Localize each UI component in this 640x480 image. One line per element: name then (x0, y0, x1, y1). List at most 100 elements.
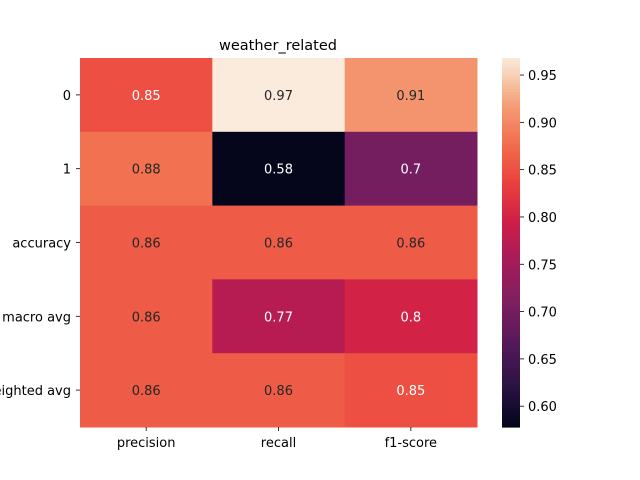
colorbar-segment (502, 365, 520, 370)
colorbar-segment (502, 313, 520, 317)
colorbar-segment (502, 300, 520, 305)
colorbar-tick-label: 0.65 (528, 353, 557, 368)
colorbar-segment (502, 267, 520, 271)
colorbar-segment (502, 147, 520, 151)
x-tick-label: f1-score (385, 436, 437, 451)
colorbar-segment (502, 159, 520, 164)
heatmap-cell (212, 58, 346, 133)
colorbar-segment (502, 205, 520, 210)
colorbar-segment (502, 208, 520, 213)
colorbar-segment (502, 196, 520, 201)
y-tick-label: 1 (63, 163, 71, 178)
heatmap-cell (212, 131, 346, 207)
colorbar-segment (502, 242, 520, 247)
colorbar-segment (502, 304, 520, 308)
colorbar-segment (502, 307, 520, 311)
cell-annotation: 0.86 (264, 384, 293, 399)
colorbar-segment (502, 174, 520, 179)
colorbar-segment (502, 343, 520, 348)
cell-annotation: 0.8 (400, 310, 421, 325)
colorbar-segment (502, 199, 520, 204)
colorbar-segment (502, 276, 520, 280)
colorbar-segment (502, 279, 520, 284)
y-tick-label: accuracy (12, 237, 71, 252)
colorbar-segment (502, 356, 520, 360)
colorbar-segment (502, 128, 520, 133)
cell-annotation: 0.86 (132, 310, 161, 325)
colorbar-segment (502, 187, 520, 191)
colorbar-segment (502, 368, 520, 373)
cell-annotation: 0.97 (264, 89, 293, 104)
heatmap-cell (344, 353, 478, 428)
colorbar-segment (502, 264, 520, 268)
colorbar-segment (502, 371, 520, 376)
colorbar-segment (502, 420, 520, 425)
colorbar-segment (502, 181, 520, 185)
colorbar-segment (502, 236, 520, 241)
colorbar-segment (502, 177, 520, 182)
colorbar-segment (502, 393, 520, 397)
colorbar-segment (502, 414, 520, 419)
colorbar-segment (502, 58, 520, 62)
colorbar-segment (502, 156, 520, 161)
cell-annotation: 0.86 (396, 237, 425, 252)
colorbar-segment (502, 217, 520, 222)
cell-annotation: 0.86 (132, 237, 161, 252)
colorbar-segment (502, 73, 520, 78)
colorbar-segment (502, 214, 520, 219)
colorbar-segment (502, 184, 520, 188)
colorbar-segment (502, 193, 520, 197)
colorbar-tick-label: 0.75 (528, 258, 557, 273)
colorbar-segment (502, 61, 520, 65)
colorbar-segment (502, 405, 520, 410)
heatmap-cell (80, 131, 213, 207)
colorbar-segment (502, 64, 520, 68)
colorbar-segment (502, 224, 520, 228)
heatmap-cell (80, 58, 213, 133)
colorbar-segment (502, 190, 520, 194)
colorbar-segment (502, 417, 520, 422)
colorbar-segment (502, 270, 520, 274)
colorbar-segment (502, 316, 520, 320)
colorbar-segment (502, 82, 520, 87)
colorbar-segment (502, 227, 520, 231)
cell-annotation: 0.86 (264, 237, 293, 252)
colorbar-segment (502, 79, 520, 84)
colorbar-segment (502, 294, 520, 299)
heatmap-cell (212, 279, 346, 354)
colorbar-tick-label: 0.80 (528, 211, 557, 226)
heatmap-cell (344, 131, 478, 207)
colorbar-segment (502, 165, 520, 170)
colorbar-segment (502, 260, 520, 265)
cell-annotation: 0.58 (264, 163, 293, 178)
colorbar-tick-label: 0.60 (528, 400, 557, 415)
colorbar-segment (502, 168, 520, 173)
colorbar-tick-label: 0.70 (528, 306, 557, 321)
colorbar-segment (502, 131, 520, 136)
colorbar-segment (502, 362, 520, 367)
colorbar-segment (502, 211, 520, 216)
colorbar-segment (502, 331, 520, 336)
colorbar-segment (502, 141, 520, 145)
colorbar-segment (502, 233, 520, 237)
colorbar-segment (502, 76, 520, 81)
cell-annotation: 0.85 (132, 89, 161, 104)
colorbar-segment (502, 273, 520, 277)
colorbar-segment (502, 248, 520, 253)
colorbar-segment (502, 67, 520, 71)
colorbar-segment (502, 88, 520, 93)
colorbar-segment (502, 101, 520, 105)
colorbar-segment (502, 402, 520, 407)
colorbar-segment (502, 347, 520, 351)
y-tick-label: macro avg (2, 310, 71, 325)
heatmap-cell (344, 205, 478, 280)
colorbar-segment (502, 285, 520, 290)
colorbar-segment (502, 340, 520, 345)
cell-annotation: 0.7 (400, 163, 421, 178)
cell-annotation: 0.88 (132, 163, 161, 178)
y-axis-ticks: 0 1 accuracy macro avg weighted avg (0, 89, 80, 399)
colorbar-segment (502, 383, 520, 388)
colorbar-segment (502, 387, 520, 391)
colorbar-segment (502, 337, 520, 342)
colorbar-tick-label: 0.90 (528, 116, 557, 131)
